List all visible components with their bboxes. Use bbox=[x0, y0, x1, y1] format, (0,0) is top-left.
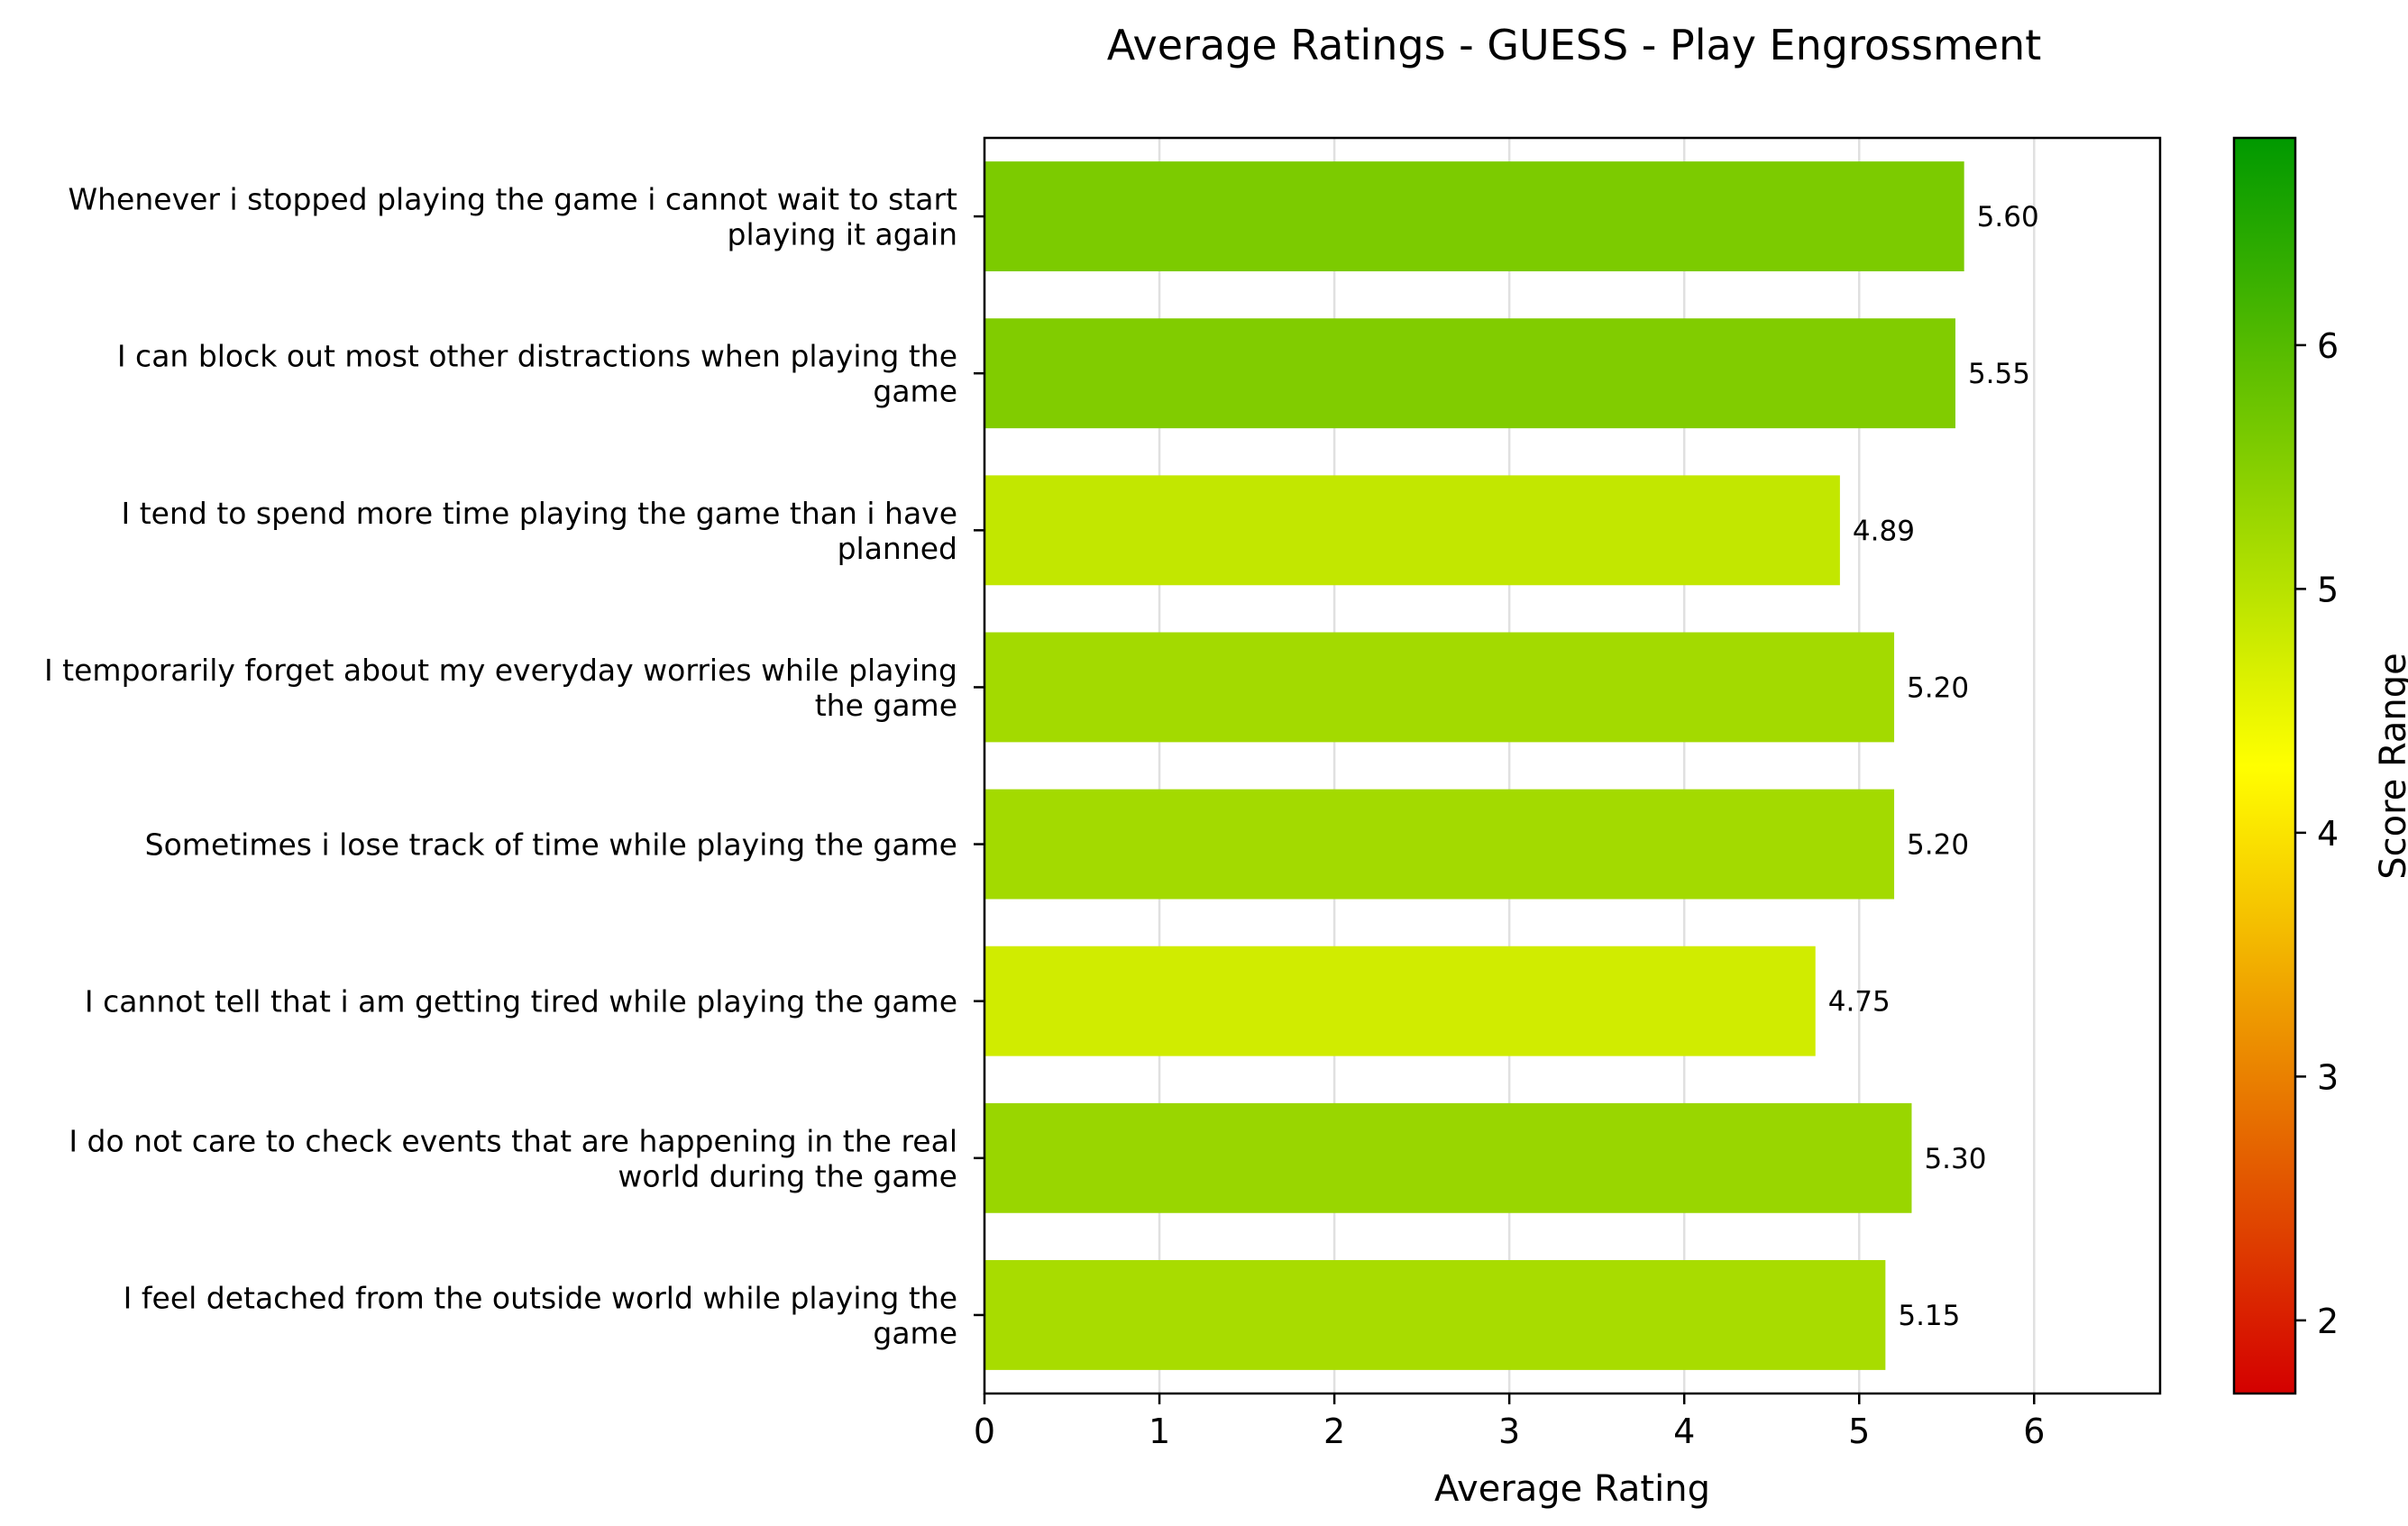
category-label-line: I tend to spend more time playing the ga… bbox=[122, 496, 958, 531]
x-axis: 0 1 2 3 4 5 6 bbox=[974, 1394, 2045, 1451]
category-label: I temporarily forget about my everyday w… bbox=[44, 653, 957, 723]
category-label-line: playing it again bbox=[728, 217, 957, 252]
category-label: Sometimes i lose track of time while pla… bbox=[145, 827, 957, 863]
x-tick-label: 4 bbox=[1673, 1412, 1695, 1451]
category-label-line: I temporarily forget about my everyday w… bbox=[44, 653, 957, 688]
colorbar: 2 3 4 5 6 Score Range bbox=[2232, 136, 2408, 1395]
bar-value-label: 5.60 bbox=[1977, 201, 2039, 233]
x-tick-label: 2 bbox=[1323, 1412, 1345, 1451]
bar bbox=[984, 1259, 1886, 1370]
y-axis: Whenever i stopped playing the game i ca… bbox=[44, 182, 984, 1350]
colorbar-tick-label: 6 bbox=[2317, 326, 2339, 366]
category-label: I tend to spend more time playing the ga… bbox=[122, 496, 958, 566]
category-label-line: Whenever i stopped playing the game i ca… bbox=[69, 182, 958, 217]
category-label-line: world during the game bbox=[618, 1158, 957, 1193]
category-label-line: Sometimes i lose track of time while pla… bbox=[145, 827, 957, 863]
category-label-line: game bbox=[873, 1315, 957, 1350]
x-axis-label: Average Rating bbox=[1434, 1468, 1710, 1510]
bar-value-label: 5.20 bbox=[1907, 829, 1969, 862]
bar bbox=[984, 946, 1816, 1056]
bar-value-label: 4.75 bbox=[1828, 986, 1891, 1019]
plot-frame bbox=[983, 136, 2162, 1395]
colorbar-gradient bbox=[2232, 136, 2297, 1395]
colorbar-tick-label: 2 bbox=[2317, 1302, 2339, 1341]
bar-value-label: 4.89 bbox=[1853, 515, 1915, 547]
colorbar-label: Score Range bbox=[2373, 653, 2408, 880]
bar-value-label: 5.55 bbox=[1968, 358, 2030, 390]
category-label-line: I can block out most other distractions … bbox=[117, 339, 957, 374]
category-label: I cannot tell that i am getting tired wh… bbox=[85, 984, 957, 1019]
category-label: I can block out most other distractions … bbox=[117, 339, 957, 409]
colorbar-ticks: 2 3 4 5 6 bbox=[2295, 326, 2339, 1341]
category-label: Whenever i stopped playing the game i ca… bbox=[69, 182, 958, 252]
bar bbox=[984, 1102, 1912, 1213]
colorbar-tick-label: 3 bbox=[2317, 1057, 2339, 1097]
category-label-line: planned bbox=[838, 531, 957, 566]
bar bbox=[984, 161, 1964, 272]
x-tick-label: 0 bbox=[974, 1412, 995, 1451]
bar bbox=[984, 632, 1895, 743]
colorbar-tick-label: 4 bbox=[2317, 814, 2339, 854]
category-label-line: game bbox=[873, 374, 957, 409]
category-label-line: I feel detached from the outside world w… bbox=[124, 1280, 957, 1315]
bar bbox=[984, 318, 1955, 429]
category-label-line: I do not care to check events that are h… bbox=[69, 1123, 957, 1158]
bars bbox=[984, 161, 1964, 1370]
x-tick-label: 3 bbox=[1498, 1412, 1520, 1451]
category-label-line: I cannot tell that i am getting tired wh… bbox=[85, 984, 957, 1019]
bar-value-labels: 5.60 5.55 4.89 5.20 5.20 4.75 5.30 5.15 bbox=[1828, 201, 2039, 1332]
bar-value-label: 5.20 bbox=[1907, 672, 1969, 704]
x-tick-label: 6 bbox=[2023, 1412, 2045, 1451]
chart-title: Average Ratings - GUESS - Play Engrossme… bbox=[1107, 21, 2042, 69]
x-tick-label: 1 bbox=[1149, 1412, 1170, 1451]
category-label: I feel detached from the outside world w… bbox=[124, 1280, 957, 1350]
colorbar-tick-label: 5 bbox=[2317, 570, 2339, 609]
bar bbox=[984, 789, 1895, 900]
bar-value-label: 5.30 bbox=[1924, 1143, 1986, 1175]
bar bbox=[984, 475, 1840, 586]
x-tick-label: 5 bbox=[1848, 1412, 1870, 1451]
bar-value-label: 5.15 bbox=[1898, 1300, 1960, 1332]
category-label-line: the game bbox=[815, 688, 957, 723]
category-label: I do not care to check events that are h… bbox=[69, 1123, 957, 1193]
